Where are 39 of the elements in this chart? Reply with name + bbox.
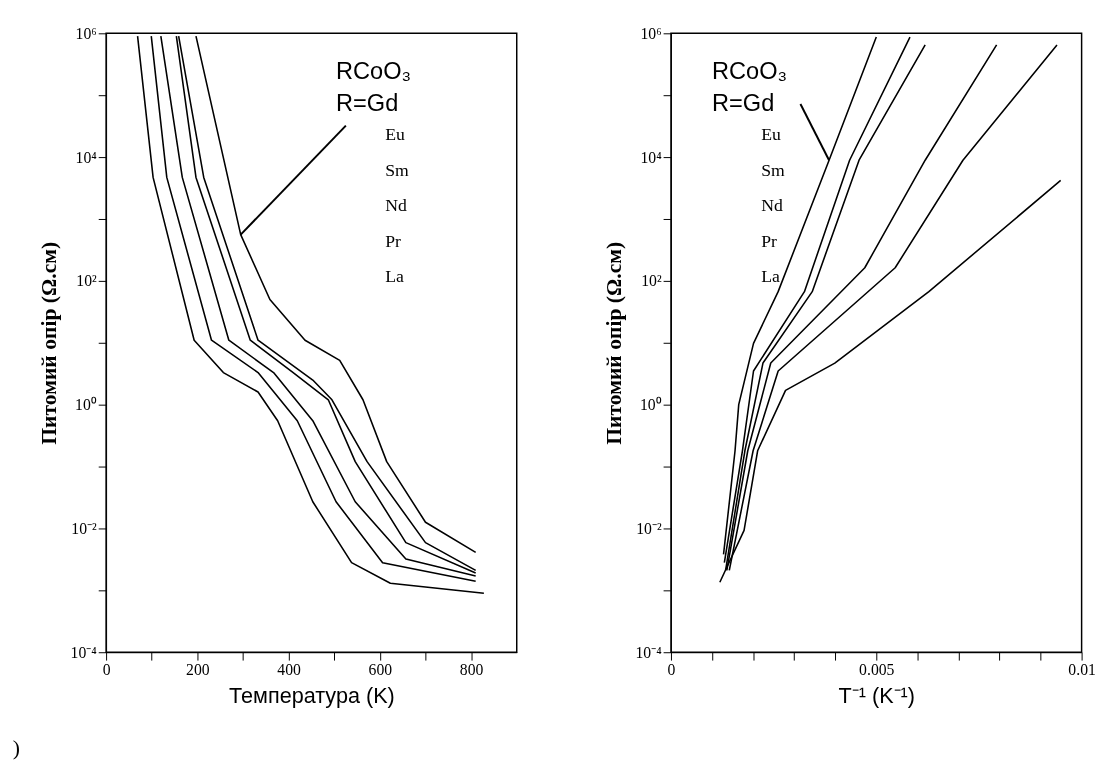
x-axis-title: T⁻¹ (K⁻¹) xyxy=(838,682,915,708)
annotation: R=Gd xyxy=(712,89,775,116)
y-tick-label: 10⁰ xyxy=(75,396,97,414)
y-axis-title: Питомий опір (Ω.см) xyxy=(36,241,61,445)
x-axis-title: Температура (K) xyxy=(229,682,395,708)
annotation: Eu xyxy=(385,124,405,145)
y-tick-label: 10² xyxy=(641,272,662,290)
text: ) xyxy=(12,736,20,761)
annotation: Pr xyxy=(761,230,777,251)
x-tick-label: 0.01 xyxy=(1068,661,1096,679)
annotation: Nd xyxy=(761,195,783,216)
y-tick-label: 10⁻² xyxy=(636,519,662,537)
y-tick-label: 10⁶ xyxy=(640,24,662,42)
x-tick-label: 800 xyxy=(459,661,484,679)
annotation: Nd xyxy=(385,195,407,216)
annotation: Sm xyxy=(385,159,410,180)
y-tick-label: 10⁴ xyxy=(75,148,98,166)
annotation: Sm xyxy=(761,159,785,180)
annotation: Eu xyxy=(761,124,781,145)
x-tick-label: 0.005 xyxy=(859,661,895,679)
annotation: La xyxy=(761,265,780,286)
y-tick-label: 10⁶ xyxy=(75,24,97,42)
annotation: La xyxy=(385,265,404,286)
x-tick-label: 0 xyxy=(667,661,676,679)
y-tick-label: 10⁴ xyxy=(640,148,663,166)
annotation: RCoO₃ xyxy=(712,58,788,85)
x-tick-label: 400 xyxy=(277,661,302,679)
y-tick-label: 10⁻² xyxy=(71,519,98,537)
y-tick-label: 10² xyxy=(76,272,98,290)
annotation: RCoO₃ xyxy=(336,58,412,85)
y-axis-title: Питомий опір (Ω.см) xyxy=(601,241,626,445)
y-tick-label: 10⁻⁴ xyxy=(70,643,98,661)
y-tick-label: 10⁰ xyxy=(639,396,662,414)
annotation: R=Gd xyxy=(336,89,399,116)
y-tick-label: 10⁻⁴ xyxy=(635,643,663,661)
x-tick-label: 200 xyxy=(186,661,210,679)
x-tick-label: 0 xyxy=(102,661,111,679)
x-tick-label: 600 xyxy=(368,661,393,679)
annotation: Pr xyxy=(385,230,402,251)
